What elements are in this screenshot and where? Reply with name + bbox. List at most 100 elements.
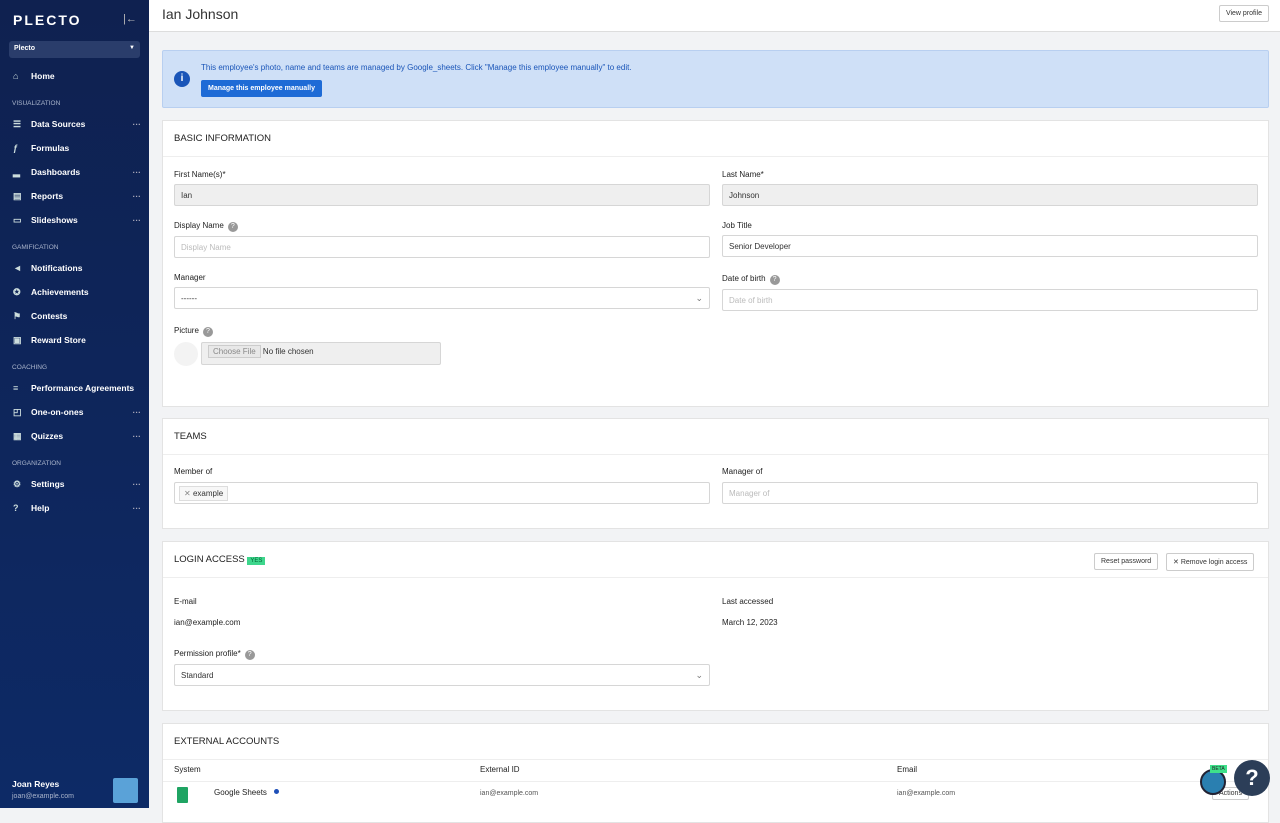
login-access-card: LOGIN ACCESS YES Reset password ✕ Remove… (162, 541, 1269, 711)
permission-label: Permission profile*? (174, 649, 255, 660)
sidebar-item-formulas[interactable]: ƒ Formulas (0, 138, 149, 158)
col-system: System (174, 765, 201, 774)
label-text: Picture (174, 326, 199, 335)
first-name-label: First Name(s)* (174, 170, 226, 179)
alert-text: This employee's photo, name and teams ar… (201, 63, 632, 72)
sidebar-item-contests[interactable]: ⚑ Contests (0, 306, 149, 326)
label: Home (31, 71, 55, 81)
sidebar-item-data-sources[interactable]: ☰ Data Sources ··· (0, 114, 149, 134)
help-icon[interactable]: ? (227, 222, 238, 232)
google-sheets-logo (177, 787, 188, 803)
sidebar-item-achievements[interactable]: ✪ Achievements (0, 282, 149, 302)
sidebar-item-reports[interactable]: ▤ Reports ··· (0, 186, 149, 206)
more-icon[interactable]: ··· (132, 167, 142, 177)
selected-value: ------ (181, 294, 197, 303)
sidebar-item-performance-agreements[interactable]: ≡ Performance Agreements (0, 378, 149, 398)
label: Remove login access (1180, 559, 1248, 566)
member-of-label: Member of (174, 467, 213, 476)
sidebar-item-settings[interactable]: ⚙ Settings ··· (0, 474, 149, 494)
more-icon[interactable]: ··· (132, 503, 142, 513)
more-icon[interactable]: ··· (132, 431, 142, 441)
last-name-field[interactable]: Johnson (722, 184, 1258, 206)
more-icon[interactable]: ··· (132, 119, 142, 129)
gift-icon: ▣ (13, 334, 22, 345)
member-of-input[interactable]: ✕ example (174, 482, 710, 504)
help-icon: ? (13, 503, 19, 513)
sidebar-item-quizzes[interactable]: ▦ Quizzes ··· (0, 426, 149, 446)
collapse-sidebar-icon[interactable]: |← (123, 13, 137, 25)
medal-icon: ✪ (13, 286, 21, 297)
help-button[interactable]: ? (1234, 760, 1270, 796)
org-select[interactable]: Plecto ▼ (9, 41, 140, 58)
avatar[interactable] (113, 778, 138, 803)
email-label: E-mail (174, 597, 197, 606)
section-heading: EXTERNAL ACCOUNTS (163, 724, 1268, 760)
permission-select[interactable]: Standard ⌄ (174, 664, 710, 686)
label: Formulas (31, 143, 70, 153)
col-external-id: External ID (480, 765, 520, 774)
dob-label: Date of birth? (722, 274, 780, 285)
megaphone-icon: ◄ (13, 263, 22, 273)
sidebar-item-home[interactable]: ⌂ Home (0, 66, 149, 86)
chart-icon: ▂ (13, 166, 20, 177)
teams-card: TEAMS Member of ✕ example Manager of Man… (162, 418, 1269, 529)
status-dot-icon (274, 789, 279, 794)
last-accessed-label: Last accessed (722, 597, 774, 606)
agreement-icon: ≡ (13, 383, 19, 393)
sidebar-item-dashboards[interactable]: ▂ Dashboards ··· (0, 162, 149, 182)
file-input[interactable]: Choose File No file chosen (201, 342, 441, 365)
sidebar-item-notifications[interactable]: ◄ Notifications (0, 258, 149, 278)
user-email: joan@example.com (12, 793, 74, 800)
dob-input[interactable]: Date of birth (722, 289, 1258, 311)
sidebar-item-help[interactable]: ? Help ··· (0, 498, 149, 518)
chevron-down-icon: ⌄ (695, 670, 703, 680)
email-value: ian@example.com (174, 618, 241, 627)
info-icon: i (174, 71, 190, 87)
remove-login-access-button[interactable]: ✕ Remove login access (1166, 553, 1255, 571)
more-icon[interactable]: ··· (132, 479, 142, 489)
label: Notifications (31, 263, 83, 273)
section-coaching: COACHING (12, 364, 48, 371)
last-accessed-value: March 12, 2023 (722, 618, 778, 627)
page-title: Ian Johnson (162, 6, 239, 22)
label-text: Display Name (174, 221, 224, 230)
heading-text: LOGIN ACCESS (174, 554, 245, 565)
external-id-value: ian@example.com (480, 790, 539, 797)
database-icon: ☰ (13, 118, 22, 129)
no-file-text: No file chosen (262, 347, 314, 356)
label: Performance Agreements (31, 383, 135, 393)
monitor-icon: ▭ (13, 214, 22, 225)
formula-icon: ƒ (13, 143, 19, 153)
manager-select[interactable]: ------ ⌄ (174, 287, 710, 309)
beta-badge: BETA (1210, 765, 1227, 773)
choose-file-button[interactable]: Choose File (208, 345, 261, 358)
help-icon[interactable]: ? (769, 275, 780, 285)
more-icon[interactable]: ··· (132, 191, 142, 201)
label: Reward Store (31, 335, 86, 345)
system-name: Google Sheets (214, 788, 267, 797)
remove-tag-icon[interactable]: ✕ (184, 489, 191, 498)
job-title-input[interactable]: Senior Developer (722, 235, 1258, 257)
display-name-input[interactable]: Display Name (174, 236, 710, 258)
sidebar-item-reward-store[interactable]: ▣ Reward Store (0, 330, 149, 350)
sidebar-item-slideshows[interactable]: ▭ Slideshows ··· (0, 210, 149, 230)
first-name-field[interactable]: Ian (174, 184, 710, 206)
more-icon[interactable]: ··· (132, 407, 142, 417)
help-icon[interactable]: ? (202, 327, 213, 337)
section-heading: LOGIN ACCESS YES (163, 542, 1268, 578)
help-icon[interactable]: ? (244, 650, 255, 660)
view-profile-button[interactable]: View profile (1218, 5, 1269, 22)
sidebar-item-one-on-ones[interactable]: ◰ One-on-ones ··· (0, 402, 149, 422)
selected-value: Standard (181, 671, 214, 680)
section-heading: TEAMS (163, 419, 1268, 455)
external-accounts-card: EXTERNAL ACCOUNTS System External ID Ema… (162, 723, 1269, 823)
picture-label: Picture? (174, 326, 213, 337)
manager-of-input[interactable]: Manager of (722, 482, 1258, 504)
label: Slideshows (31, 215, 78, 225)
manage-manually-button[interactable]: Manage this employee manually (201, 80, 322, 97)
more-icon[interactable]: ··· (132, 215, 142, 225)
label: Settings (31, 479, 65, 489)
reset-password-button[interactable]: Reset password (1094, 553, 1159, 570)
plecto-logo: PLECTO (13, 12, 82, 28)
display-name-label: Display Name? (174, 221, 238, 232)
